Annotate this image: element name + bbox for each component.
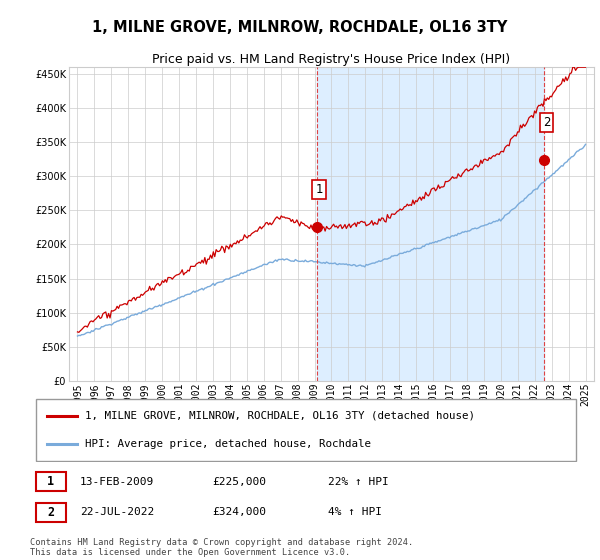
Text: 2: 2 [543,116,550,129]
Text: Contains HM Land Registry data © Crown copyright and database right 2024.
This d: Contains HM Land Registry data © Crown c… [30,538,413,557]
Text: 1: 1 [47,475,54,488]
Text: 13-FEB-2009: 13-FEB-2009 [80,477,154,487]
Text: £225,000: £225,000 [212,477,266,487]
FancyBboxPatch shape [35,399,577,461]
Text: HPI: Average price, detached house, Rochdale: HPI: Average price, detached house, Roch… [85,439,371,449]
Text: 2: 2 [47,506,54,519]
Bar [317,67,544,381]
FancyBboxPatch shape [35,503,66,522]
Text: 1, MILNE GROVE, MILNROW, ROCHDALE, OL16 3TY: 1, MILNE GROVE, MILNROW, ROCHDALE, OL16 … [92,20,508,35]
Title: Price paid vs. HM Land Registry's House Price Index (HPI): Price paid vs. HM Land Registry's House … [152,53,511,66]
Text: 4% ↑ HPI: 4% ↑ HPI [328,507,382,517]
Text: 22% ↑ HPI: 22% ↑ HPI [328,477,389,487]
Text: 22-JUL-2022: 22-JUL-2022 [80,507,154,517]
Text: £324,000: £324,000 [212,507,266,517]
FancyBboxPatch shape [35,472,66,492]
Text: 1, MILNE GROVE, MILNROW, ROCHDALE, OL16 3TY (detached house): 1, MILNE GROVE, MILNROW, ROCHDALE, OL16 … [85,410,475,421]
Text: 1: 1 [316,184,323,197]
